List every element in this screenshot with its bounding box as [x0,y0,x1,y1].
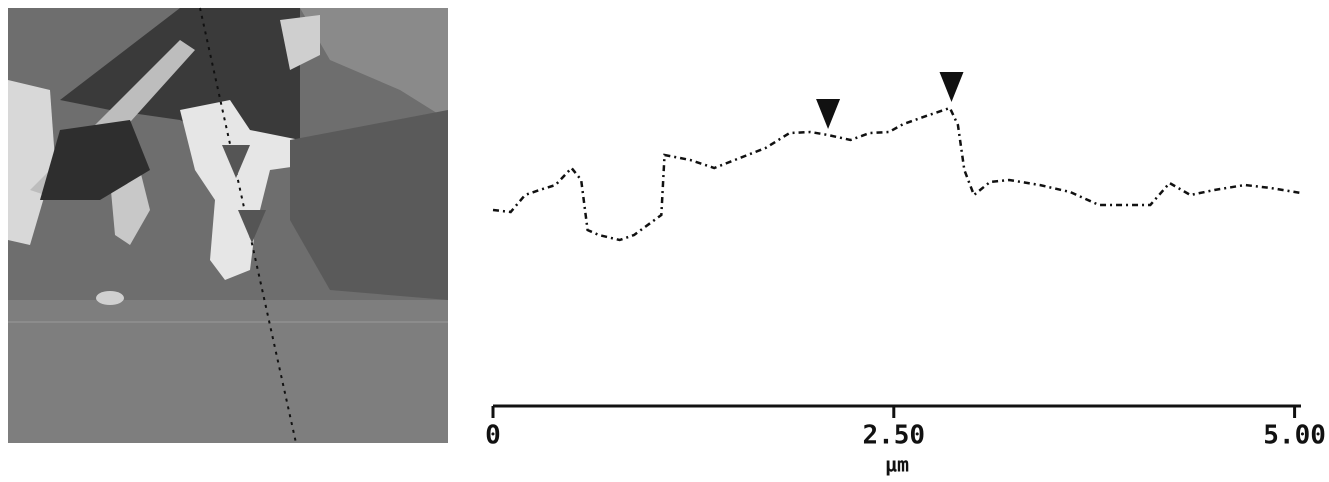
page: {"chart_data": {"type": "line", "x_label… [0,0,1329,482]
afm-image [8,8,448,443]
x-tick-label: 0 [485,421,501,451]
figure: 0 2.50 5.00 µm [0,0,1329,482]
cursor-marker [816,99,840,129]
x-axis-label: µm [885,453,909,477]
cursor-marker [940,72,964,102]
x-tick-label: 5.00 [1263,421,1326,451]
profile-line [493,108,1301,240]
x-tick-label: 2.50 [862,421,925,451]
